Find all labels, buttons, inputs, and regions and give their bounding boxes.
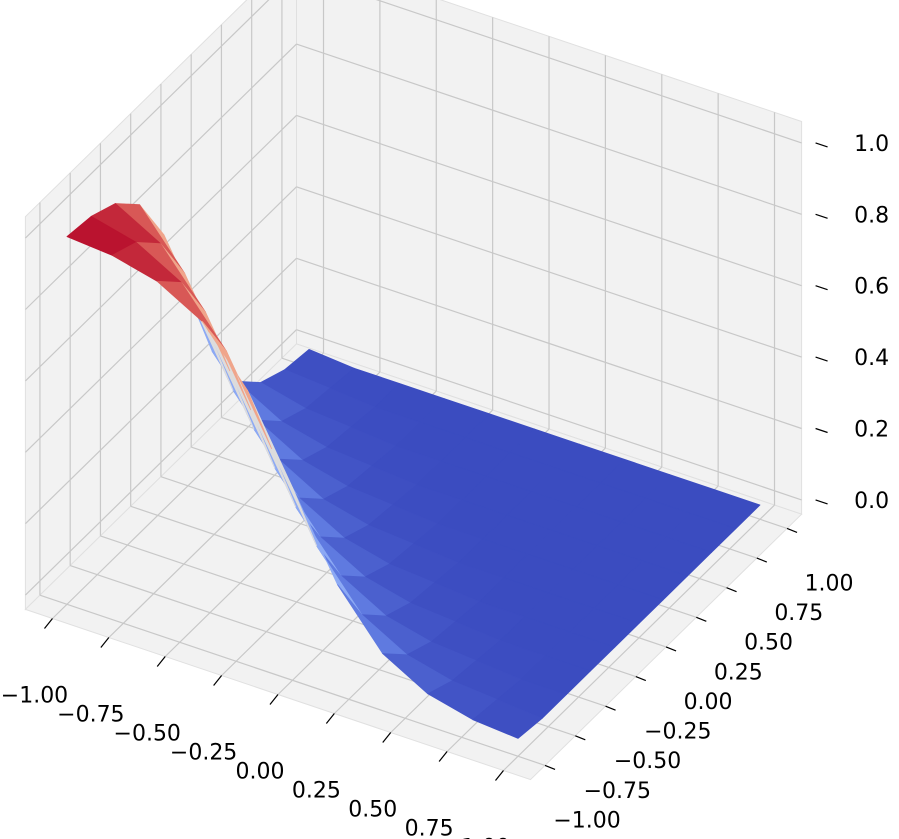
grid-line <box>39 594 546 766</box>
y-tick-label: 1.00 <box>805 571 854 596</box>
grid-line <box>25 43 297 310</box>
grid-line <box>296 43 802 215</box>
z-tick-label: 0.4 <box>854 346 889 371</box>
z-tick <box>815 499 828 505</box>
y-tick <box>726 587 737 593</box>
x-tick <box>438 751 448 762</box>
x-tick <box>269 694 279 705</box>
grid-line <box>25 0 270 239</box>
grid-line <box>296 257 802 430</box>
y-tick-label: −0.75 <box>584 779 651 804</box>
grid-line <box>25 257 297 525</box>
z-tick-label: 0.2 <box>854 418 889 443</box>
grid-line <box>296 186 802 358</box>
x-tick-label: −0.25 <box>170 741 237 766</box>
x-tick-label: 0.50 <box>348 798 397 823</box>
grid-line <box>375 0 802 144</box>
y-tick-label: 0.50 <box>744 631 793 656</box>
grid-line <box>25 329 297 596</box>
tick-labels: −1.00−0.75−0.50−0.250.000.250.500.751.00… <box>1 132 889 839</box>
x-tick-label: 0.75 <box>405 817 454 839</box>
z-tick <box>815 427 828 434</box>
x-tick <box>44 618 53 629</box>
x-tick-label: 1.00 <box>461 836 510 839</box>
x-tick <box>382 732 392 743</box>
y-tick-label: −0.25 <box>644 720 711 745</box>
z-tick-label: 0.0 <box>854 489 889 514</box>
y-tick-label: 0.25 <box>714 660 763 685</box>
x-tick <box>325 713 335 724</box>
grid-line <box>296 329 802 501</box>
x-tick <box>213 675 223 686</box>
z-tick <box>815 356 828 362</box>
surface-facet <box>472 699 543 739</box>
y-tick-label: −0.50 <box>614 749 681 774</box>
grid-line <box>25 186 297 453</box>
x-tick-label: −1.00 <box>1 684 68 709</box>
x-tick <box>156 656 166 667</box>
x-tick-label: 0.25 <box>292 779 341 804</box>
grid-line <box>296 114 802 287</box>
x-tick <box>495 770 504 781</box>
surface-facet <box>201 320 273 450</box>
z-tick-label: 0.6 <box>854 275 889 300</box>
x-tick-label: −0.75 <box>57 703 124 728</box>
z-tick <box>815 285 828 291</box>
y-tick-label: 0.00 <box>684 690 733 715</box>
x-tick-label: 0.00 <box>235 760 284 785</box>
z-tick <box>815 142 828 148</box>
z-tick-label: 0.8 <box>854 203 889 228</box>
y-tick <box>696 616 707 622</box>
y-tick-label: −1.00 <box>553 808 620 833</box>
y-tick <box>575 735 586 741</box>
y-tick <box>605 705 616 711</box>
z-tick-label: 1.0 <box>854 132 889 157</box>
y-tick <box>786 527 798 533</box>
x-tick-label: −0.50 <box>114 722 181 747</box>
y-tick <box>756 557 768 563</box>
y-tick <box>544 764 556 770</box>
x-tick <box>100 637 110 648</box>
y-tick-label: 0.75 <box>774 601 823 626</box>
z-tick <box>815 213 828 219</box>
surface <box>66 203 761 739</box>
y-tick <box>665 646 677 652</box>
y-tick <box>635 675 647 682</box>
